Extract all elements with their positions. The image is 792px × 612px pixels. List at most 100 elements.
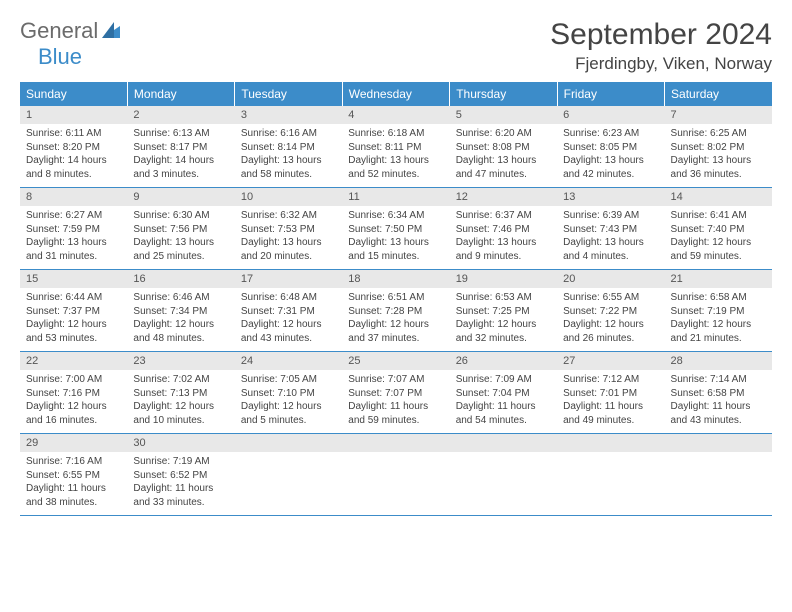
day-body: Sunrise: 6:23 AMSunset: 8:05 PMDaylight:…: [557, 124, 664, 187]
day-cell: 17Sunrise: 6:48 AMSunset: 7:31 PMDayligh…: [235, 270, 342, 352]
day-cell: 9Sunrise: 6:30 AMSunset: 7:56 PMDaylight…: [127, 188, 234, 270]
day-number: 6: [557, 106, 664, 124]
day-body: Sunrise: 7:07 AMSunset: 7:07 PMDaylight:…: [342, 370, 449, 433]
day-body: Sunrise: 7:19 AMSunset: 6:52 PMDaylight:…: [127, 452, 234, 515]
sunset-line: Sunset: 7:53 PM: [241, 223, 336, 237]
day-number: 27: [557, 352, 664, 370]
sunrise-line: Sunrise: 7:02 AM: [133, 373, 228, 387]
day-body: Sunrise: 6:25 AMSunset: 8:02 PMDaylight:…: [665, 124, 772, 187]
sunset-line: Sunset: 7:04 PM: [456, 387, 551, 401]
sunrise-line: Sunrise: 6:44 AM: [26, 291, 121, 305]
sunset-line: Sunset: 7:34 PM: [133, 305, 228, 319]
day-number: 17: [235, 270, 342, 288]
sunrise-line: Sunrise: 6:20 AM: [456, 127, 551, 141]
day-number: 30: [127, 434, 234, 452]
day-body: Sunrise: 6:20 AMSunset: 8:08 PMDaylight:…: [450, 124, 557, 187]
day-number: 23: [127, 352, 234, 370]
day-number: 28: [665, 352, 772, 370]
day-cell: 6Sunrise: 6:23 AMSunset: 8:05 PMDaylight…: [557, 106, 664, 188]
daylight-line: Daylight: 13 hours and 31 minutes.: [26, 236, 121, 263]
daylight-line: Daylight: 14 hours and 3 minutes.: [133, 154, 228, 181]
day-number: 4: [342, 106, 449, 124]
daylight-line: Daylight: 12 hours and 16 minutes.: [26, 400, 121, 427]
day-cell: 24Sunrise: 7:05 AMSunset: 7:10 PMDayligh…: [235, 352, 342, 434]
day-number: 20: [557, 270, 664, 288]
day-cell: 1Sunrise: 6:11 AMSunset: 8:20 PMDaylight…: [20, 106, 127, 188]
day-body: Sunrise: 6:51 AMSunset: 7:28 PMDaylight:…: [342, 288, 449, 351]
day-cell: 13Sunrise: 6:39 AMSunset: 7:43 PMDayligh…: [557, 188, 664, 270]
sunset-line: Sunset: 7:37 PM: [26, 305, 121, 319]
sunset-line: Sunset: 7:01 PM: [563, 387, 658, 401]
daylight-line: Daylight: 11 hours and 38 minutes.: [26, 482, 121, 509]
day-number: 9: [127, 188, 234, 206]
sunset-line: Sunset: 7:19 PM: [671, 305, 766, 319]
sunrise-line: Sunrise: 6:23 AM: [563, 127, 658, 141]
daylight-line: Daylight: 14 hours and 8 minutes.: [26, 154, 121, 181]
daylight-line: Daylight: 13 hours and 25 minutes.: [133, 236, 228, 263]
daylight-line: Daylight: 12 hours and 5 minutes.: [241, 400, 336, 427]
day-body: Sunrise: 6:39 AMSunset: 7:43 PMDaylight:…: [557, 206, 664, 269]
day-number: 19: [450, 270, 557, 288]
sunset-line: Sunset: 7:25 PM: [456, 305, 551, 319]
day-body: Sunrise: 6:41 AMSunset: 7:40 PMDaylight:…: [665, 206, 772, 269]
daylight-line: Daylight: 11 hours and 49 minutes.: [563, 400, 658, 427]
day-number: 18: [342, 270, 449, 288]
day-cell: 4Sunrise: 6:18 AMSunset: 8:11 PMDaylight…: [342, 106, 449, 188]
daylight-line: Daylight: 13 hours and 9 minutes.: [456, 236, 551, 263]
sunrise-line: Sunrise: 6:58 AM: [671, 291, 766, 305]
day-body: Sunrise: 6:58 AMSunset: 7:19 PMDaylight:…: [665, 288, 772, 351]
daylight-line: Daylight: 12 hours and 59 minutes.: [671, 236, 766, 263]
sunset-line: Sunset: 7:40 PM: [671, 223, 766, 237]
sunrise-line: Sunrise: 6:34 AM: [348, 209, 443, 223]
day-body: Sunrise: 6:37 AMSunset: 7:46 PMDaylight:…: [450, 206, 557, 269]
sunrise-line: Sunrise: 6:39 AM: [563, 209, 658, 223]
day-body: Sunrise: 7:14 AMSunset: 6:58 PMDaylight:…: [665, 370, 772, 433]
logo-text-general: General: [20, 18, 98, 44]
day-body: Sunrise: 6:44 AMSunset: 7:37 PMDaylight:…: [20, 288, 127, 351]
day-number-empty: [665, 434, 772, 452]
day-cell: 29Sunrise: 7:16 AMSunset: 6:55 PMDayligh…: [20, 434, 127, 516]
day-number: 16: [127, 270, 234, 288]
day-cell: 14Sunrise: 6:41 AMSunset: 7:40 PMDayligh…: [665, 188, 772, 270]
day-body: Sunrise: 6:48 AMSunset: 7:31 PMDaylight:…: [235, 288, 342, 351]
day-number: 1: [20, 106, 127, 124]
calendar-table: SundayMondayTuesdayWednesdayThursdayFrid…: [20, 82, 772, 516]
day-cell: 11Sunrise: 6:34 AMSunset: 7:50 PMDayligh…: [342, 188, 449, 270]
day-number: 3: [235, 106, 342, 124]
sunset-line: Sunset: 7:28 PM: [348, 305, 443, 319]
sunset-line: Sunset: 6:52 PM: [133, 469, 228, 483]
day-number: 10: [235, 188, 342, 206]
daylight-line: Daylight: 12 hours and 32 minutes.: [456, 318, 551, 345]
daylight-line: Daylight: 12 hours and 26 minutes.: [563, 318, 658, 345]
day-cell: 30Sunrise: 7:19 AMSunset: 6:52 PMDayligh…: [127, 434, 234, 516]
sunset-line: Sunset: 7:22 PM: [563, 305, 658, 319]
day-cell: [450, 434, 557, 516]
daylight-line: Daylight: 12 hours and 43 minutes.: [241, 318, 336, 345]
sunrise-line: Sunrise: 7:07 AM: [348, 373, 443, 387]
sunset-line: Sunset: 7:56 PM: [133, 223, 228, 237]
week-row: 8Sunrise: 6:27 AMSunset: 7:59 PMDaylight…: [20, 188, 772, 270]
sunset-line: Sunset: 7:10 PM: [241, 387, 336, 401]
day-cell: 19Sunrise: 6:53 AMSunset: 7:25 PMDayligh…: [450, 270, 557, 352]
week-row: 15Sunrise: 6:44 AMSunset: 7:37 PMDayligh…: [20, 270, 772, 352]
day-cell: 21Sunrise: 6:58 AMSunset: 7:19 PMDayligh…: [665, 270, 772, 352]
sunrise-line: Sunrise: 7:14 AM: [671, 373, 766, 387]
dow-header-cell: Tuesday: [235, 82, 342, 106]
sunset-line: Sunset: 7:50 PM: [348, 223, 443, 237]
location: Fjerdingby, Viken, Norway: [550, 54, 772, 74]
sunrise-line: Sunrise: 6:55 AM: [563, 291, 658, 305]
sunrise-line: Sunrise: 6:27 AM: [26, 209, 121, 223]
day-body: Sunrise: 7:16 AMSunset: 6:55 PMDaylight:…: [20, 452, 127, 515]
day-number-empty: [235, 434, 342, 452]
sunrise-line: Sunrise: 6:32 AM: [241, 209, 336, 223]
day-cell: 22Sunrise: 7:00 AMSunset: 7:16 PMDayligh…: [20, 352, 127, 434]
day-cell: 25Sunrise: 7:07 AMSunset: 7:07 PMDayligh…: [342, 352, 449, 434]
sunrise-line: Sunrise: 6:16 AM: [241, 127, 336, 141]
day-body: Sunrise: 6:18 AMSunset: 8:11 PMDaylight:…: [342, 124, 449, 187]
daylight-line: Daylight: 13 hours and 20 minutes.: [241, 236, 336, 263]
day-body: Sunrise: 6:30 AMSunset: 7:56 PMDaylight:…: [127, 206, 234, 269]
daylight-line: Daylight: 13 hours and 42 minutes.: [563, 154, 658, 181]
day-cell: 28Sunrise: 7:14 AMSunset: 6:58 PMDayligh…: [665, 352, 772, 434]
day-cell: [557, 434, 664, 516]
daylight-line: Daylight: 11 hours and 43 minutes.: [671, 400, 766, 427]
